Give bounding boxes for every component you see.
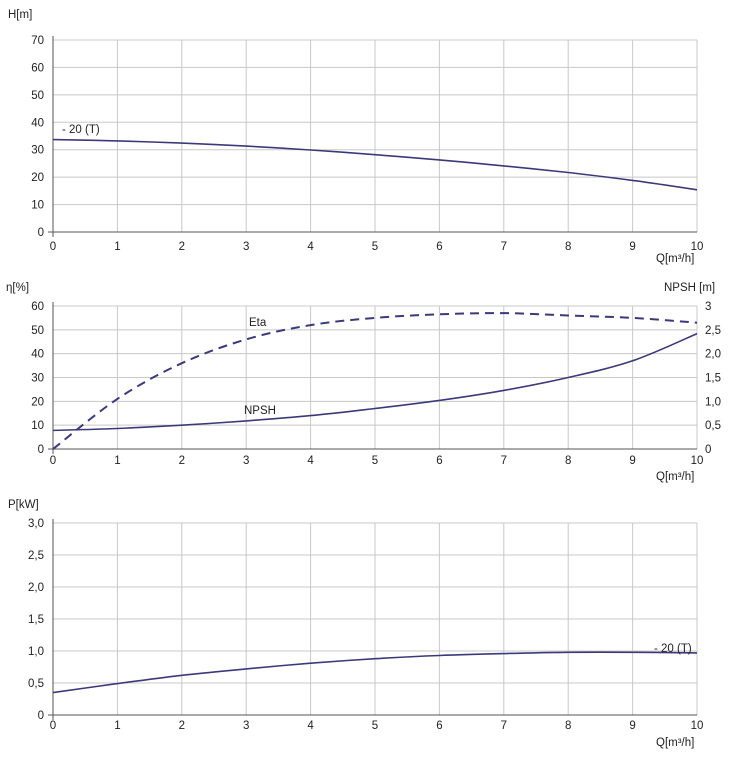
y-tick-label: 70 [31,35,44,47]
y-tick-label: 3,0 [28,518,44,530]
y-tick-label: 50 [31,90,44,102]
series-line-eta [52,312,698,450]
x-tick-label: 6 [436,455,442,467]
y-tick-label: 20 [31,396,44,408]
x-tick-label: 9 [629,455,635,467]
y-tick-label: 30 [31,145,44,157]
x-axis-label: Q[m³/h] [656,253,694,265]
y2-tick-label: 1,0 [705,396,721,408]
x-axis-label: Q[m³/h] [656,737,694,749]
y-tick-label: 40 [31,349,44,361]
chart-panel-1: 0 1 2 3 4 5 6 7 8 9 10 0 10 20 30 40 50 60 70 H[m] Q[m³/h] - … [8,9,703,265]
x-tick-label: 0 [50,455,56,467]
x-tick-label: 4 [307,241,314,253]
x-tick-label: 3 [243,455,249,467]
series-label: NPSH [244,405,276,417]
x-tick-label: 9 [629,720,635,732]
y-axis-label: η[%] [6,282,29,294]
series-label: - 20 (T) [62,124,100,136]
x-tick-label: 7 [501,241,507,253]
y-tick-label: 0 [38,227,44,239]
x-tick-label: 10 [691,241,704,253]
y-tick-label: 50 [31,325,44,337]
x-tick-label: 5 [372,455,378,467]
x-tick-label: 10 [691,455,704,467]
x-tick-label: 10 [691,720,704,732]
y-tick-label: 60 [31,62,44,74]
y-axis-label: P[kW] [8,499,39,511]
y-tick-label: 1,5 [28,614,44,626]
x-tick-label: 7 [501,720,507,732]
y-tick-label: 0,5 [28,678,44,690]
y-tick-label: 30 [31,373,44,385]
x-tick-label: 0 [50,720,56,732]
x-tick-label: 8 [565,241,571,253]
series-line-20-t [52,138,698,191]
y-tick-label: 20 [31,172,44,184]
y-tick-label: 0 [38,710,44,722]
y-tick-label: 10 [31,200,44,212]
x-tick-label: 5 [372,241,378,253]
chart-panel-3: 0 1 2 3 4 5 6 7 8 9 10 0 0,5 1,0 1,5 2,0 2,5 3,0 P[kW] Q[m³… [8,499,703,749]
x-tick-label: 5 [372,720,378,732]
y-tick-label: 1,0 [28,646,44,658]
y2-tick-label: 0 [705,444,711,456]
x-tick-label: 7 [501,455,507,467]
x-tick-label: 2 [179,241,185,253]
x-tick-label: 8 [565,455,571,467]
x-tick-label: 4 [307,455,314,467]
y-axis-label: H[m] [8,9,32,21]
x-tick-label: 9 [629,241,635,253]
y-tick-label: 0 [38,444,44,456]
y-tick-label: 2,5 [28,550,44,562]
y-tick-label: 60 [31,301,44,313]
x-tick-label: 1 [114,241,120,253]
y2-tick-label: 0,5 [705,420,721,432]
series-label: Eta [249,317,267,329]
y-tick-label: 10 [31,420,44,432]
x-tick-label: 0 [50,241,56,253]
series-label: - 20 (T) [654,643,692,655]
series-line-20-t [52,651,698,694]
y-tick-label: 40 [31,117,44,129]
x-tick-label: 8 [565,720,571,732]
x-tick-label: 3 [243,720,249,732]
y2-tick-label: 2,5 [705,325,721,337]
chart-panel-2: 0 1 2 3 4 5 6 7 8 9 10010203040506000,51,01,52,02,… [6,282,721,483]
y2-tick-label: 3 [705,301,711,313]
x-axis-label: Q[m³/h] [656,471,694,483]
x-tick-label: 4 [307,720,314,732]
x-tick-label: 3 [243,241,249,253]
x-tick-label: 6 [436,720,442,732]
series-line-npsh [52,332,698,432]
y2-axis-label: NPSH [m] [664,282,715,294]
x-tick-label: 6 [436,241,442,253]
y2-tick-label: 2,0 [705,349,721,361]
x-tick-label: 1 [114,455,120,467]
x-tick-label: 2 [179,455,185,467]
y-tick-label: 2,0 [28,582,44,594]
y2-tick-label: 1,5 [705,373,721,385]
x-tick-label: 1 [114,720,120,732]
x-tick-label: 2 [179,720,185,732]
